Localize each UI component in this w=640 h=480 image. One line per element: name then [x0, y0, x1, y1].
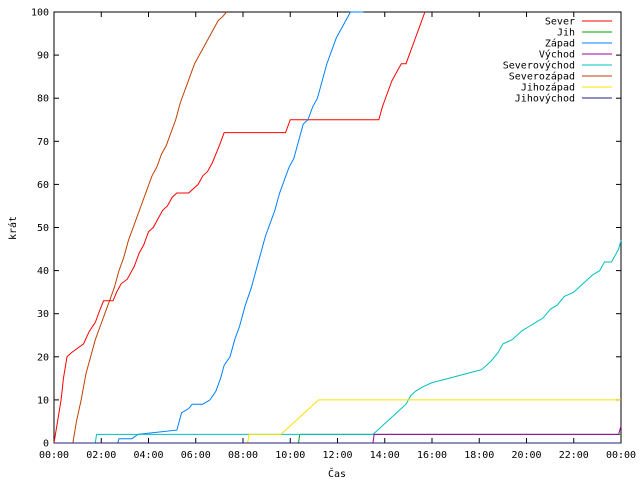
- y-tick-label: 30: [37, 309, 49, 320]
- x-tick-label: 00:00: [39, 450, 69, 461]
- series-line-7: [54, 399, 621, 444]
- x-tick-label: 02:00: [86, 450, 116, 461]
- legend-entry-label: Sever: [545, 17, 575, 28]
- y-tick-label: 60: [37, 180, 49, 191]
- axis-ticks: 0 10 20 30 40 50 60 70 80 90 100 00:00 02:00 04:00 06:…: [31, 8, 636, 462]
- x-tick-label: 20:00: [511, 450, 541, 461]
- y-tick-label: 100: [31, 8, 49, 19]
- x-tick-label: 14:00: [370, 450, 400, 461]
- legend-entry-label: Severozápad: [509, 71, 575, 83]
- legend-entry-label: Jihovýchod: [515, 93, 575, 105]
- y-tick-label: 70: [37, 137, 49, 148]
- series-lines: [53, 11, 622, 444]
- y-tick-label: 20: [37, 352, 49, 363]
- x-axis-title: Čas: [328, 467, 346, 480]
- y-tick-label: 50: [37, 223, 49, 234]
- series-line-3: [54, 11, 364, 444]
- x-tick-label: 00:00: [606, 450, 636, 461]
- x-tick-label: 08:00: [228, 450, 258, 461]
- series-line-6: [54, 11, 227, 444]
- x-tick-label: 10:00: [275, 450, 305, 461]
- x-tick-label: 22:00: [559, 450, 589, 461]
- legend-entry-label: Severovýchod: [503, 60, 575, 72]
- y-tick-label: 90: [37, 51, 49, 62]
- legend-entry-label: Jih: [557, 28, 575, 39]
- legend: SeverJihZápadVýchodSeverovýchodSeverozáp…: [503, 17, 612, 105]
- y-tick-label: 80: [37, 94, 49, 105]
- y-axis-title: krát: [7, 216, 19, 240]
- y-tick-label: 40: [37, 266, 49, 277]
- legend-entry-label: Jihozápad: [521, 82, 575, 94]
- x-tick-label: 18:00: [464, 450, 494, 461]
- legend-entry-label: Východ: [539, 49, 575, 61]
- y-tick-label: 0: [43, 439, 49, 450]
- series-line-1: [53, 11, 426, 444]
- y-tick-label: 10: [37, 395, 49, 406]
- x-tick-label: 12:00: [322, 450, 352, 461]
- x-tick-label: 16:00: [417, 450, 447, 461]
- x-tick-label: 04:00: [133, 450, 163, 461]
- legend-entry-label: Západ: [545, 38, 575, 50]
- x-tick-label: 06:00: [181, 450, 211, 461]
- series-line-5: [54, 240, 622, 444]
